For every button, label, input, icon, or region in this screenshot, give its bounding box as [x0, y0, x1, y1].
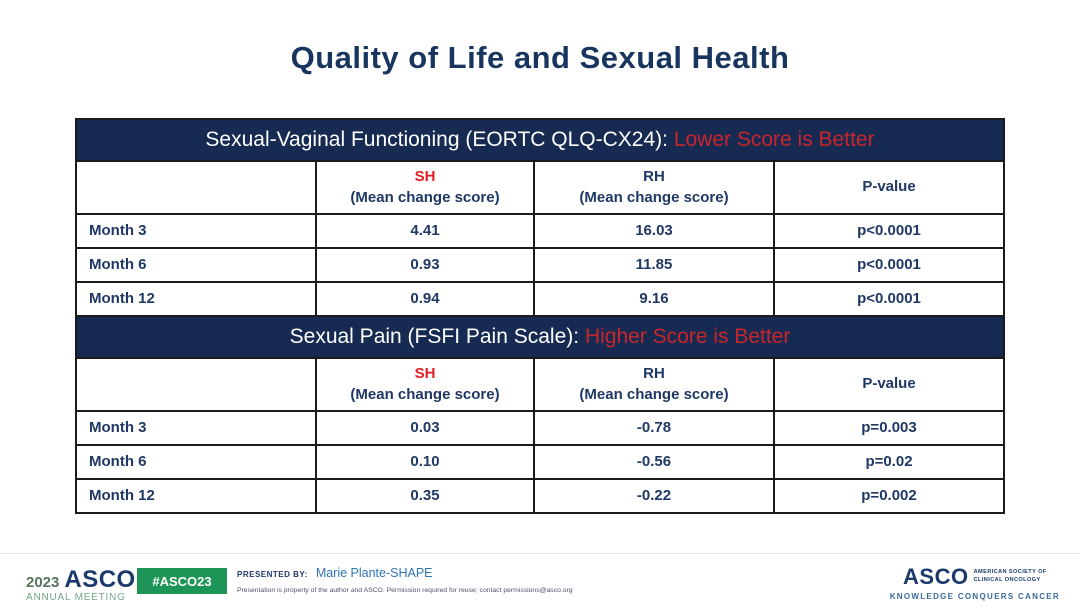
column-header-sh: SH (Mean change score): [317, 359, 535, 410]
p-value: p=0.02: [865, 452, 913, 470]
row-label: Month 12: [77, 480, 317, 512]
section-banner-sexual-pain: Sexual Pain (FSFI Pain Scale): Higher Sc…: [77, 317, 1003, 359]
hashtag-badge: #ASCO23: [137, 568, 227, 594]
asco-annual-meeting-logo: 2023 ASCO ANNUAL MEETING: [26, 566, 138, 603]
column-header-pvalue: P-value: [862, 375, 916, 393]
table-row: Month 3 4.41 16.03 p<0.0001: [77, 215, 1003, 249]
row-label: Month 12: [77, 283, 317, 315]
banner-text: Sexual Pain (FSFI Pain Scale):: [289, 325, 585, 348]
rh-value: 9.16: [535, 283, 775, 315]
row-label: Month 6: [77, 249, 317, 281]
row-label: Month 3: [77, 412, 317, 444]
asco-society-name: AMERICAN SOCIETY OF CLINICAL ONCOLOGY: [973, 569, 1047, 583]
meeting-org: ASCO: [64, 566, 136, 593]
sh-value: 0.03: [317, 412, 535, 444]
sh-value: 4.41: [317, 215, 535, 247]
presenter-name: Marie Plante-SHAPE: [315, 566, 433, 580]
sh-value: 0.94: [317, 283, 535, 315]
p-value: p<0.0001: [857, 289, 921, 307]
rh-sublabel: (Mean change score): [579, 188, 729, 206]
rh-value: -0.22: [535, 480, 775, 512]
meeting-name: ANNUAL MEETING: [26, 592, 126, 603]
banner-highlight: Lower Score is Better: [673, 128, 875, 151]
column-header-rh: RH (Mean change score): [535, 359, 775, 410]
sh-label: SH: [414, 365, 436, 383]
meeting-year: 2023: [26, 574, 60, 591]
sh-sublabel: (Mean change score): [350, 188, 500, 206]
row-label: Month 6: [77, 446, 317, 478]
asco-tagline: KNOWLEDGE CONQUERS CANCER: [889, 592, 1060, 601]
rh-value: 16.03: [535, 215, 775, 247]
table-row: Month 6 0.93 11.85 p<0.0001: [77, 249, 1003, 283]
rh-label: RH: [643, 365, 665, 383]
column-header-row: SH (Mean change score) RH (Mean change s…: [77, 359, 1003, 412]
sh-value: 0.35: [317, 480, 535, 512]
column-header-empty: [77, 162, 317, 213]
sh-sublabel: (Mean change score): [350, 385, 500, 403]
p-value: p<0.0001: [857, 255, 921, 273]
results-table: Sexual-Vaginal Functioning (EORTC QLQ-CX…: [75, 118, 1005, 514]
table-row: Month 6 0.10 -0.56 p=0.02: [77, 446, 1003, 480]
p-value: p<0.0001: [857, 221, 921, 239]
column-header-pvalue: P-value: [862, 178, 916, 196]
table-row: Month 3 0.03 -0.78 p=0.003: [77, 412, 1003, 446]
p-value: p=0.002: [861, 486, 917, 504]
column-header-empty: [77, 359, 317, 410]
asco-logo-text: ASCO: [903, 564, 969, 589]
rh-sublabel: (Mean change score): [579, 385, 729, 403]
p-value: p=0.003: [861, 418, 917, 436]
banner-highlight: Higher Score is Better: [584, 325, 791, 348]
section-banner-sexual-vaginal-functioning: Sexual-Vaginal Functioning (EORTC QLQ-CX…: [77, 120, 1003, 162]
column-header-sh: SH (Mean change score): [317, 162, 535, 213]
rh-value: 11.85: [535, 249, 775, 281]
rh-label: RH: [643, 168, 665, 186]
sh-label: SH: [414, 168, 436, 186]
table-row: Month 12 0.35 -0.22 p=0.002: [77, 480, 1003, 512]
slide-footer: 2023 ASCO ANNUAL MEETING #ASCO23 PRESENT…: [0, 553, 1080, 608]
banner-text: Sexual-Vaginal Functioning (EORTC QLQ-CX…: [205, 128, 674, 151]
presenter-block: PRESENTED BY: Marie Plante-SHAPE Present…: [237, 566, 657, 594]
rh-value: -0.56: [535, 446, 775, 478]
rh-value: -0.78: [535, 412, 775, 444]
column-header-row: SH (Mean change score) RH (Mean change s…: [77, 162, 1003, 215]
sh-value: 0.10: [317, 446, 535, 478]
disclaimer-text: Presentation is property of the author a…: [237, 587, 573, 594]
presented-by-label: PRESENTED BY:: [237, 570, 308, 579]
asco-society-logo: ASCO AMERICAN SOCIETY OF CLINICAL ONCOLO…: [890, 564, 1060, 601]
sh-value: 0.93: [317, 249, 535, 281]
column-header-rh: RH (Mean change score): [535, 162, 775, 213]
page-title: Quality of Life and Sexual Health: [290, 40, 790, 75]
row-label: Month 3: [77, 215, 317, 247]
table-row: Month 12 0.94 9.16 p<0.0001: [77, 283, 1003, 317]
